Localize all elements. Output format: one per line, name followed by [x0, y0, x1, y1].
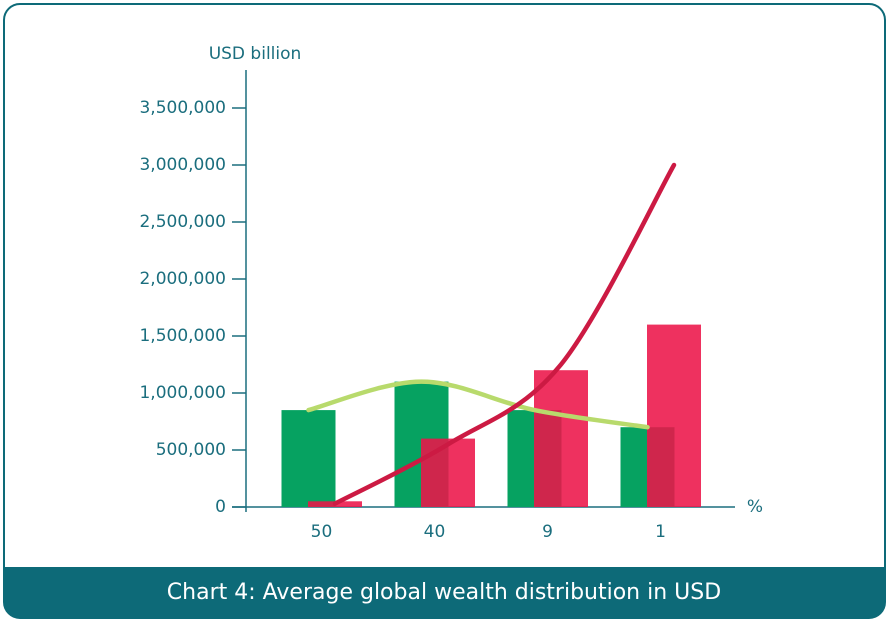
bar — [421, 438, 475, 507]
trend-line — [332, 162, 677, 506]
y-tick-label: 2,000,000 — [139, 269, 226, 289]
y-axis-title: USD billion — [209, 44, 302, 64]
bar — [534, 370, 588, 507]
y-tick-label: 500,000 — [156, 440, 226, 460]
y-tick-label: 1,500,000 — [139, 326, 226, 346]
x-tick-label: 40 — [424, 522, 446, 542]
y-tick-label: 2,500,000 — [139, 212, 226, 232]
caption: Chart 4: Average global wealth distribut… — [167, 580, 721, 605]
y-tick-label: 0 — [215, 497, 226, 517]
bar — [281, 410, 336, 507]
y-tick-label: 3,500,000 — [139, 98, 226, 118]
y-tick-label: 3,000,000 — [139, 155, 226, 175]
y-tick-label: 1,000,000 — [139, 383, 226, 403]
trend-line — [306, 379, 650, 430]
caption-bar — [4, 567, 885, 618]
x-tick-label: 1 — [655, 522, 666, 542]
x-tick-label: 50 — [311, 522, 333, 542]
x-tick-label: 9 — [542, 522, 553, 542]
x-axis-title: % — [747, 497, 763, 517]
card-border — [3, 3, 886, 619]
bar — [647, 324, 701, 507]
